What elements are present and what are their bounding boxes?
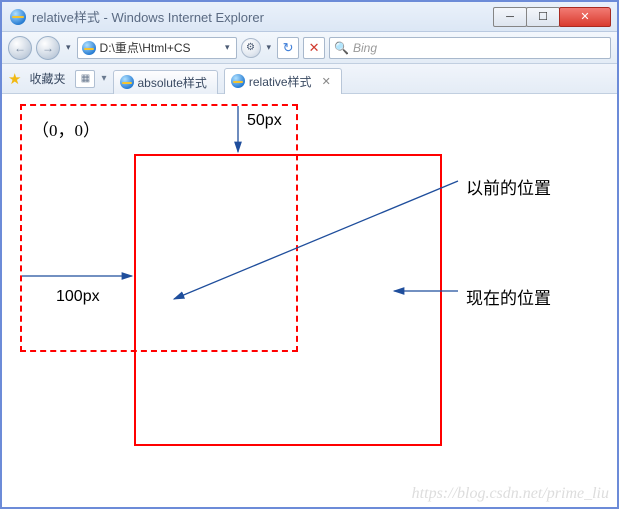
quick-tabs-icon[interactable]: ▦ bbox=[75, 70, 95, 88]
page-icon bbox=[82, 41, 96, 55]
page-content: （0，0） 50px 100px 以前的位置 现在的位置 https://blo… bbox=[2, 94, 617, 507]
ie-icon bbox=[10, 9, 26, 25]
tab-strip: ★ 收藏夹 ▦ ▾ absolute样式 relative样式 ✕ bbox=[2, 64, 617, 94]
tab-relative[interactable]: relative样式 ✕ bbox=[224, 68, 342, 94]
watermark: https://blog.csdn.net/prime_liu bbox=[412, 485, 609, 503]
favorites-label[interactable]: 收藏夹 bbox=[29, 70, 65, 87]
forward-button[interactable]: → bbox=[36, 36, 60, 60]
address-dropdown-icon[interactable]: ▾ bbox=[223, 42, 232, 53]
window-titlebar: relative样式 - Windows Internet Explorer ─… bbox=[2, 2, 617, 32]
compat-view-button[interactable]: ⚙ bbox=[241, 38, 261, 58]
ie-icon bbox=[231, 74, 245, 88]
tab-close-icon[interactable]: ✕ bbox=[322, 75, 331, 88]
offset-left-label: 100px bbox=[56, 288, 100, 306]
window-title: relative样式 - Windows Internet Explorer bbox=[32, 7, 494, 26]
nav-toolbar: ← → ▾ D:\重点\Html+CS ▾ ⚙ ▾ ↻ ✕ 🔍 Bing bbox=[2, 32, 617, 64]
stop-button[interactable]: ✕ bbox=[303, 37, 325, 59]
annotation-current: 现在的位置 bbox=[466, 284, 551, 309]
tab-absolute[interactable]: absolute样式 bbox=[113, 70, 218, 94]
maximize-button[interactable]: ☐ bbox=[526, 7, 560, 27]
origin-label: （0，0） bbox=[32, 116, 100, 141]
minimize-button[interactable]: ─ bbox=[493, 7, 527, 27]
search-icon: 🔍 bbox=[334, 41, 349, 55]
offset-top-label: 50px bbox=[247, 112, 282, 130]
ie-icon bbox=[120, 75, 134, 89]
favorites-star-icon[interactable]: ★ bbox=[8, 70, 21, 88]
search-placeholder: Bing bbox=[353, 41, 377, 55]
window-controls: ─ ☐ ✕ bbox=[494, 7, 611, 27]
back-button[interactable]: ← bbox=[8, 36, 32, 60]
compat-dropdown-icon[interactable]: ▾ bbox=[265, 42, 274, 53]
close-button[interactable]: ✕ bbox=[559, 7, 611, 27]
address-bar[interactable]: D:\重点\Html+CS ▾ bbox=[77, 37, 237, 59]
address-path: D:\重点\Html+CS bbox=[100, 39, 219, 56]
annotation-previous: 以前的位置 bbox=[466, 174, 551, 199]
tab-label: absolute样式 bbox=[138, 74, 207, 91]
history-dropdown-icon[interactable]: ▾ bbox=[64, 42, 73, 53]
refresh-button[interactable]: ↻ bbox=[277, 37, 299, 59]
search-box[interactable]: 🔍 Bing bbox=[329, 37, 611, 59]
quick-tabs-dropdown-icon[interactable]: ▾ bbox=[101, 73, 106, 84]
current-position-box bbox=[134, 154, 442, 446]
tab-label: relative样式 bbox=[249, 73, 312, 90]
